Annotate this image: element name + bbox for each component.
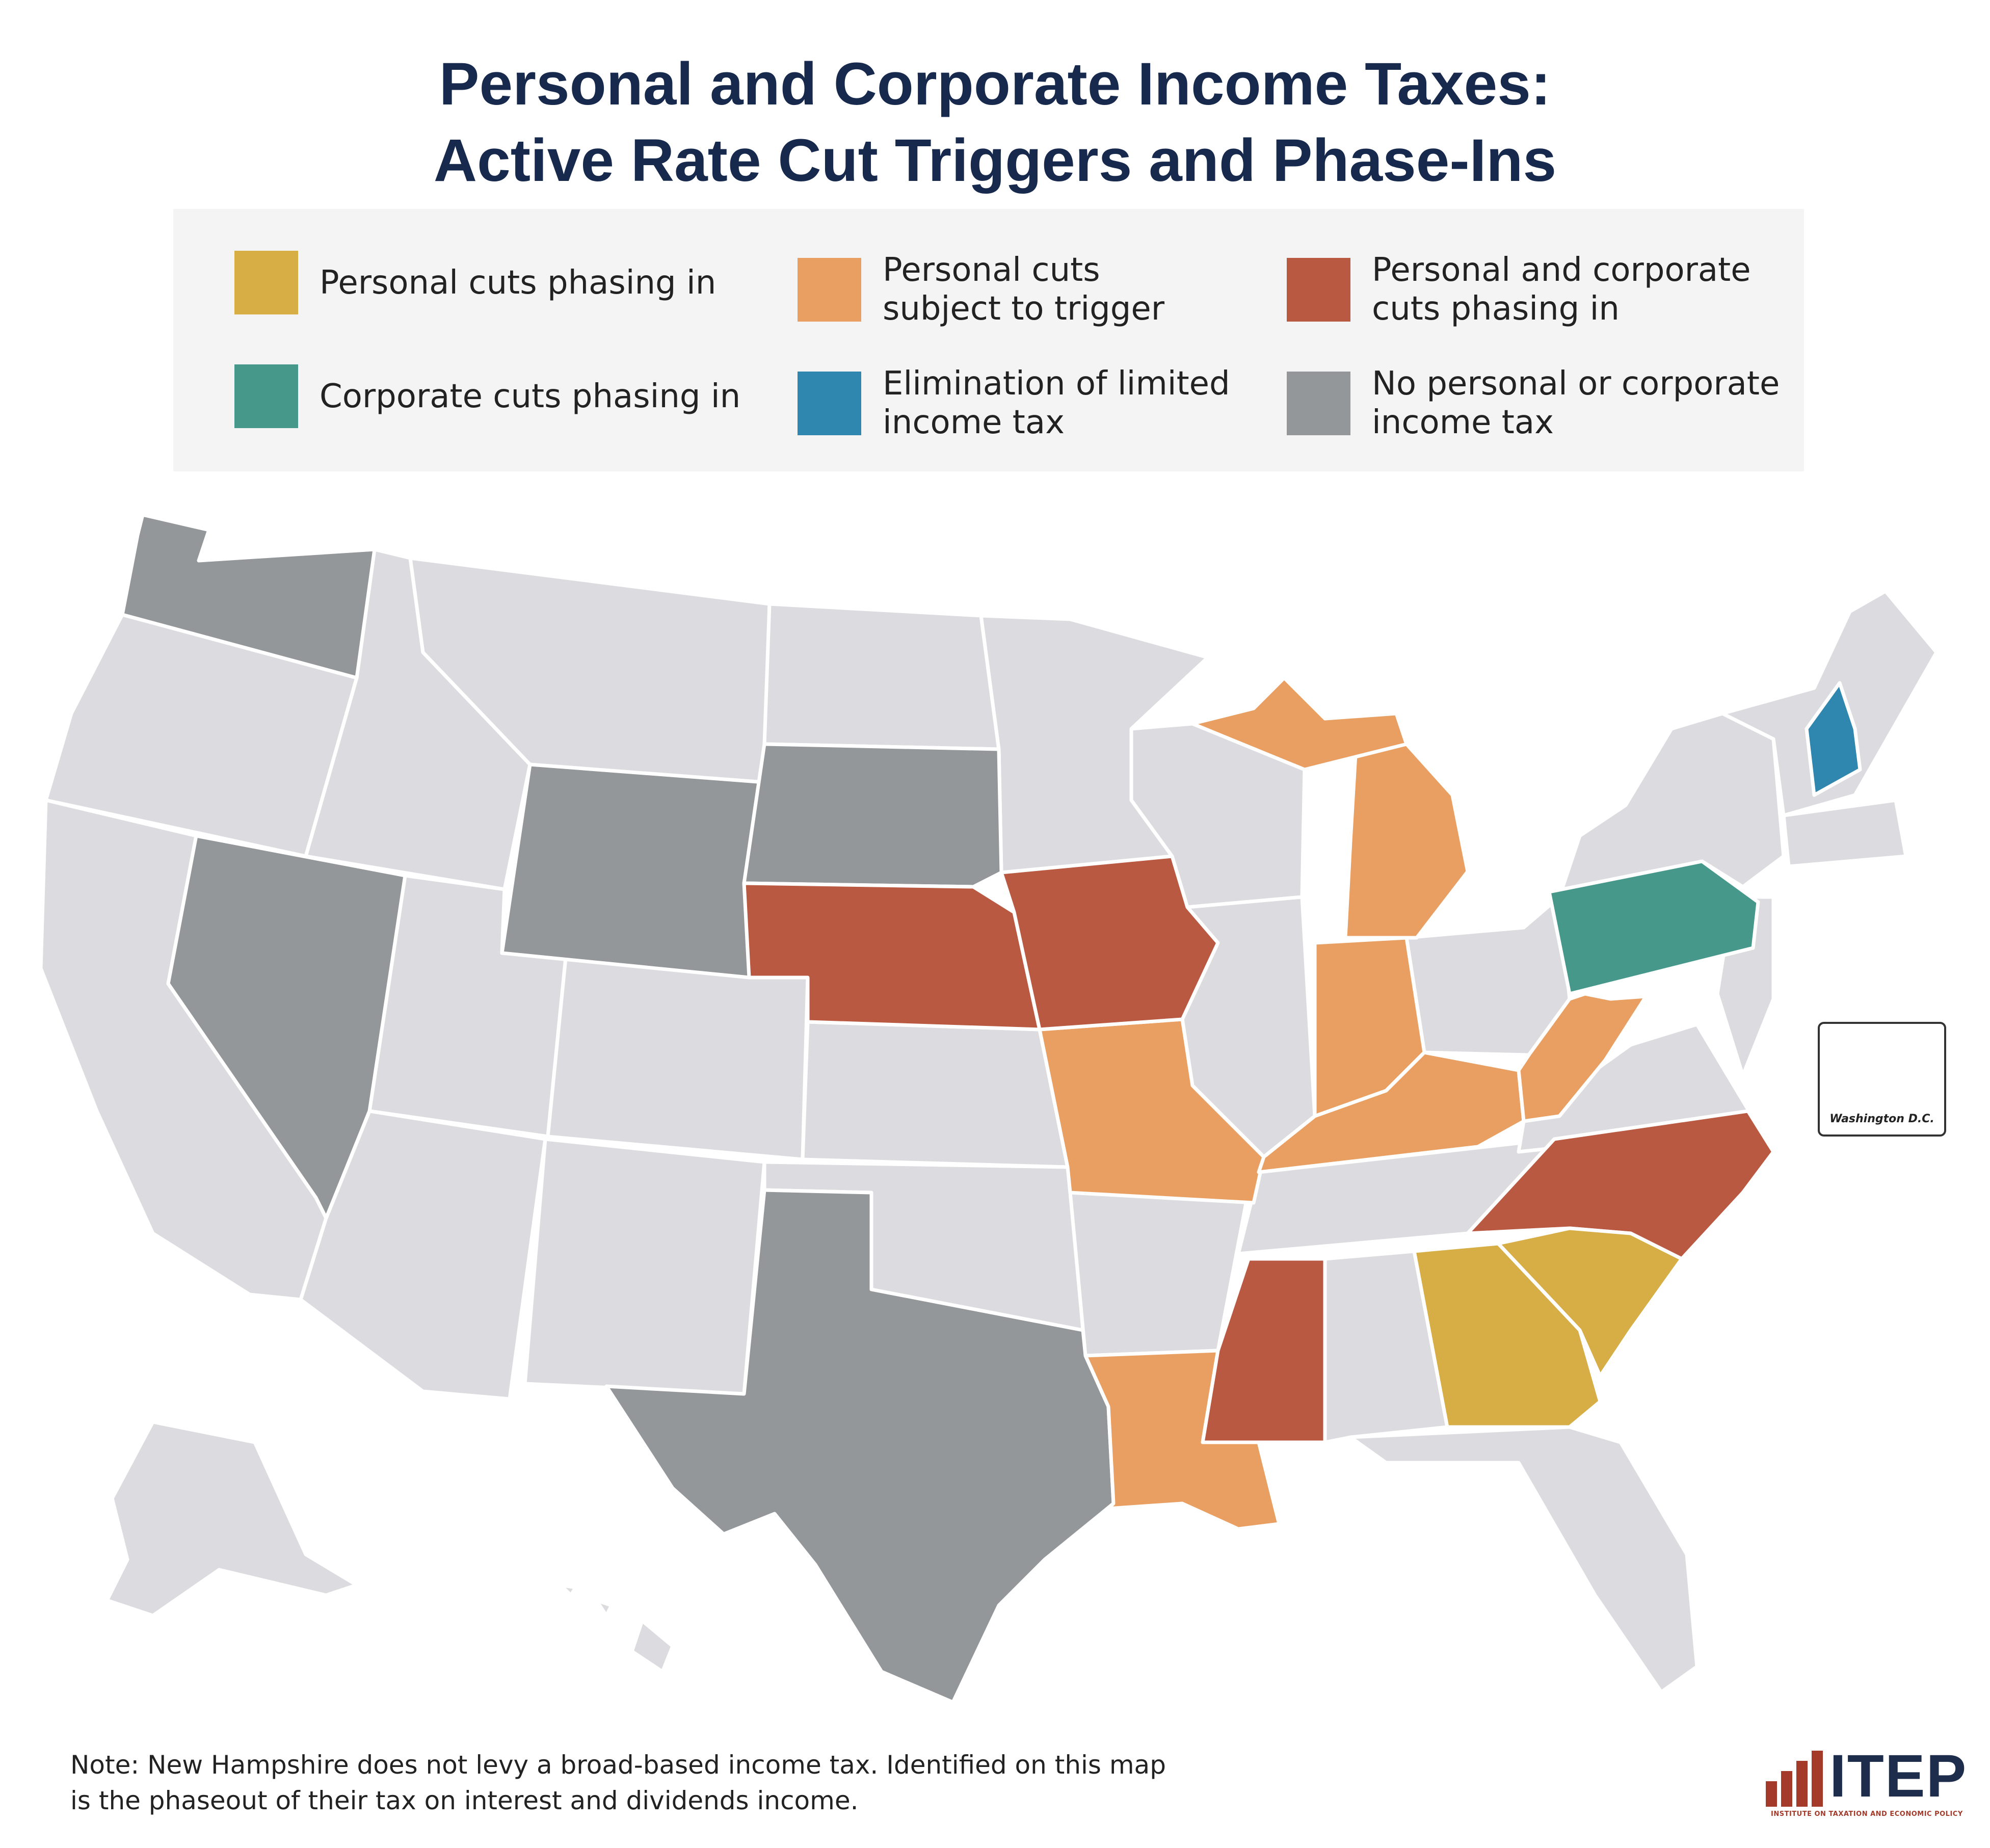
state-wyoming <box>500 762 766 980</box>
footnote-line-1: Note: New Hampshire does not levy a broa… <box>70 1750 1166 1780</box>
footnote: Note: New Hampshire does not levy a broa… <box>70 1747 1242 1818</box>
legend-label-personal-trigger: Personal cuts subject to trigger <box>883 251 1165 328</box>
state-north-dakota <box>762 602 1001 751</box>
state-new-mexico <box>523 1137 766 1396</box>
title-line-2: Active Rate Cut Triggers and Phase-Ins <box>433 127 1557 194</box>
legend: Personal cuts phasing in Personal cuts s… <box>173 209 1804 471</box>
legend-item-corporate-phasing: Corporate cuts phasing in <box>234 364 740 428</box>
legend-item-personal-corporate: Personal and corporate cuts phasing in <box>1287 251 1751 328</box>
state-florida <box>1348 1425 1699 1694</box>
legend-item-personal-phasing: Personal cuts phasing in <box>234 251 716 314</box>
state-texas <box>604 1188 1116 1704</box>
state-missouri <box>1038 1017 1266 1205</box>
state-michigan-upper <box>1190 676 1409 772</box>
title-line-1: Personal and Corporate Income Taxes: <box>439 50 1551 118</box>
state-nebraska <box>742 881 1042 1032</box>
footnote-line-2: is the phaseout of their tax on interest… <box>70 1786 859 1815</box>
legend-swatch-corporate-phasing <box>234 364 298 428</box>
state-new-hampshire <box>1805 681 1862 797</box>
logo-bars-icon <box>1766 1751 1823 1807</box>
dc-inset-label: Washington D.C. <box>1829 1113 1934 1125</box>
legend-label-personal-phasing: Personal cuts phasing in <box>320 263 717 302</box>
logo-wordmark: ITEP <box>1829 1743 1968 1810</box>
legend-label-personal-corporate: Personal and corporate cuts phasing in <box>1372 251 1751 328</box>
state-south-carolina <box>1496 1226 1684 1378</box>
legend-item-no-tax: No personal or corporate income tax <box>1287 364 1780 442</box>
legend-item-limited-tax: Elimination of limited income tax <box>798 364 1230 442</box>
state-new-england-south <box>1782 798 1908 868</box>
state-washington <box>120 513 377 680</box>
state-kansas <box>801 1020 1070 1169</box>
dc-inset: Washington D.C. <box>1818 1022 1946 1137</box>
state-west-virginia <box>1517 992 1648 1123</box>
map-title: Personal and Corporate Income Taxes: Act… <box>0 46 1990 199</box>
legend-label-limited-tax: Elimination of limited income tax <box>883 365 1230 441</box>
logo-subtitle: INSTITUTE ON TAXATION AND ECONOMIC POLIC… <box>1771 1810 1963 1818</box>
state-michigan-lower <box>1343 742 1470 940</box>
state-nevada <box>166 834 407 1220</box>
legend-label-no-tax: No personal or corporate income tax <box>1372 365 1780 441</box>
state-mississippi <box>1201 1257 1327 1444</box>
itep-logo: ITEP INSTITUTE ON TAXATION AND ECONOMIC … <box>1761 1743 1966 1825</box>
legend-swatch-limited-tax <box>798 371 861 435</box>
legend-swatch-personal-corporate <box>1287 257 1350 322</box>
state-hawaii <box>559 1583 675 1674</box>
legend-swatch-personal-trigger <box>798 257 861 322</box>
legend-item-personal-trigger: Personal cuts subject to trigger <box>798 251 1164 328</box>
state-colorado <box>546 956 810 1161</box>
state-pennsylvania <box>1547 859 1760 996</box>
state-south-dakota <box>742 742 1003 889</box>
state-iowa <box>999 854 1220 1032</box>
legend-swatch-personal-phasing <box>234 251 298 314</box>
state-alaska <box>105 1420 359 1618</box>
legend-label-corporate-phasing: Corporate cuts phasing in <box>320 377 741 415</box>
legend-swatch-no-tax <box>1287 371 1350 435</box>
state-arkansas <box>1068 1188 1251 1358</box>
